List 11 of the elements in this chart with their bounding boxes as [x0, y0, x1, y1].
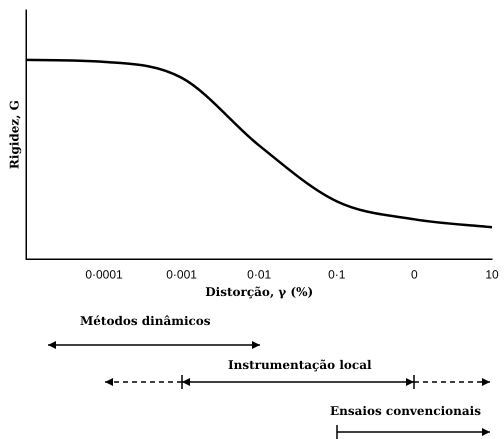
- y-axis-title: Rigidez, G: [7, 100, 22, 170]
- text: Métodos dinâmicos: [80, 314, 211, 328]
- x-tick-label: 10: [485, 268, 499, 282]
- x-tick-label: 0: [411, 268, 418, 282]
- x-axis-title: Distorção, γ (%): [205, 284, 314, 299]
- text: Ensaios convencionais: [330, 404, 481, 418]
- text: Instrumentação local: [228, 358, 372, 372]
- x-tick-label: 0·01: [247, 268, 272, 282]
- x-tick-label: 0·1: [328, 268, 346, 282]
- x-tick-label: 0·0001: [85, 268, 124, 282]
- x-tick-label: 0·001: [166, 268, 198, 282]
